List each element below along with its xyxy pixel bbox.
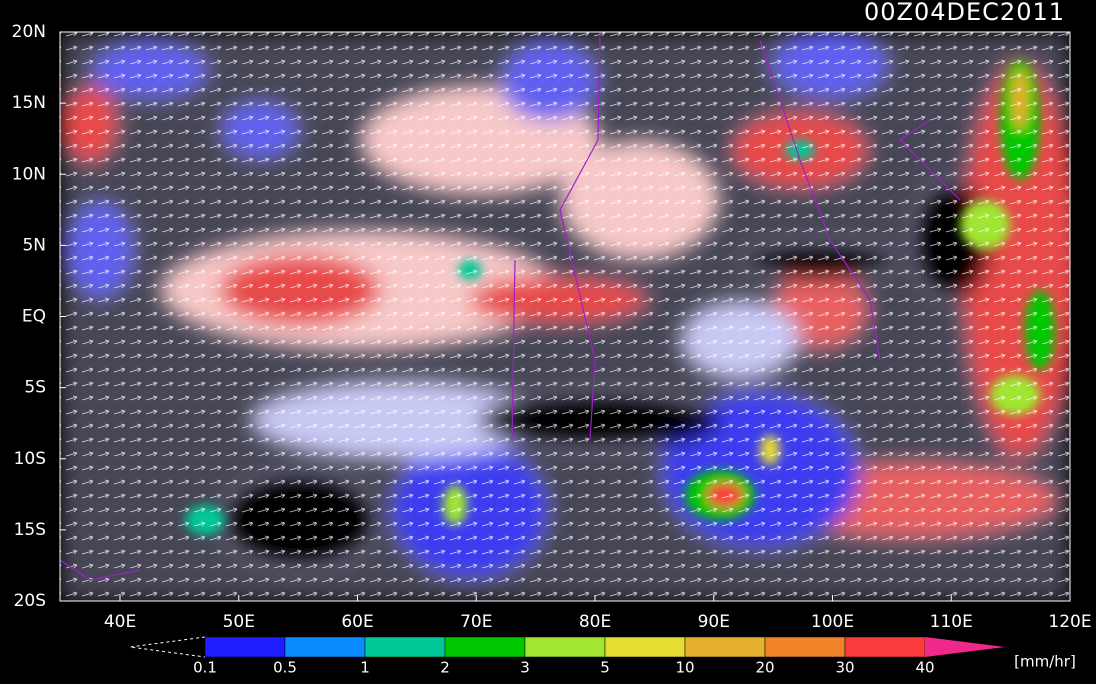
colorbar-label: 30 [835, 659, 854, 677]
colorbar-label: 1 [360, 659, 370, 677]
axes: 20N 15N 10N 5N EQ 5S 10S 15S 20S 40E 50E 60E 70E 80E 9… [12, 22, 1092, 632]
colorbar-box [204, 636, 286, 658]
precip-field [60, 32, 1070, 601]
colorbar-label: 0.1 [193, 659, 217, 677]
colorbar-label: 0.5 [273, 659, 297, 677]
lon-label: 60E [341, 612, 373, 632]
colorbar-box [444, 636, 526, 658]
colorbar-box [604, 636, 686, 658]
colorbar-label: 3 [520, 659, 530, 677]
colorbar-box [284, 636, 366, 658]
lat-label: 5N [22, 235, 46, 255]
colorbar-label: 20 [755, 659, 774, 677]
colorbar-box [684, 636, 766, 658]
lon-label: 70E [460, 612, 492, 632]
lat-label: 5S [24, 378, 46, 398]
lat-label: 20N [12, 22, 46, 42]
over-triangle [925, 637, 1005, 657]
lon-label: 100E [811, 612, 854, 632]
colorbar-label: 2 [440, 659, 450, 677]
coastlines [60, 32, 961, 581]
colorbar-box [764, 636, 846, 658]
lon-label: 90E [698, 612, 730, 632]
lat-label: 10N [12, 164, 46, 184]
colorbar-box [524, 636, 606, 658]
lon-label: 40E [104, 612, 136, 632]
colorbar-label: 40 [915, 659, 934, 677]
colorbar-label: 5 [600, 659, 610, 677]
colorbar-box [364, 636, 446, 658]
lat-label: 20S [14, 591, 46, 611]
colorbar-box [844, 636, 926, 658]
lat-label: 15N [12, 93, 46, 113]
lon-label: 110E [930, 612, 973, 632]
lon-label: 80E [579, 612, 611, 632]
lon-label: 50E [223, 612, 255, 632]
under-triangle [129, 636, 206, 658]
lon-label: 120E [1048, 612, 1091, 632]
lat-label: EQ [22, 307, 46, 327]
lat-label: 15S [14, 520, 46, 540]
colorbar-label: 10 [675, 659, 694, 677]
wind-vectors [60, 32, 1070, 601]
lat-label: 10S [14, 449, 46, 469]
colorbar: 0.1 0.5 1 2 3 5 10 20 30 40 [mm/hr] [129, 636, 1076, 677]
timestamp: 00Z04DEC2011 [864, 0, 1065, 26]
colorbar-unit: [mm/hr] [1014, 653, 1076, 671]
